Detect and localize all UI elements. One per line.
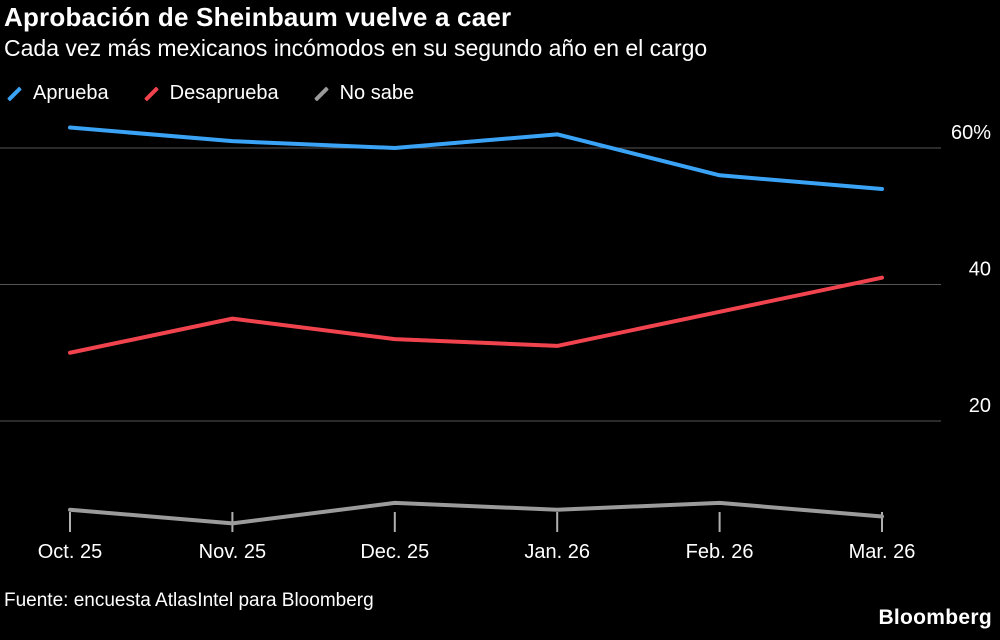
- x-axis-label: Feb. 26: [686, 541, 754, 563]
- chart-svg: 60% 40 20 Oct. 25 Nov. 25 Dec. 25 Jan. 26 Feb. …: [0, 122, 991, 563]
- desaprueba-line-marker-icon: [143, 86, 159, 101]
- series-line-aprueba: [68, 125, 884, 191]
- legend-label-desaprueba: Desaprueba: [169, 82, 279, 104]
- x-axis-label: Mar. 26: [849, 541, 916, 563]
- legend-label-aprueba: Aprueba: [33, 82, 109, 104]
- no-sabe-line-marker-icon: [313, 86, 329, 101]
- y-axis-label: 40: [969, 259, 991, 281]
- x-axis-label: Oct. 25: [38, 541, 102, 563]
- legend-item-desaprueba: Desaprueba: [143, 82, 279, 105]
- legend: Aprueba Desaprueba No sabe: [6, 82, 414, 105]
- y-axis-label: 60%: [951, 122, 991, 144]
- chart-subtitle: Cada vez más mexicanos incómodos en su s…: [4, 35, 708, 61]
- series-line-desaprueba: [68, 275, 884, 355]
- legend-label-no-sabe: No sabe: [339, 82, 415, 104]
- legend-item-no-sabe: No sabe: [313, 82, 415, 105]
- bloomberg-logo: Bloomberg: [878, 606, 992, 629]
- source-note: Fuente: encuesta AtlasIntel para Bloombe…: [4, 590, 374, 611]
- legend-item-aprueba: Aprueba: [6, 82, 109, 105]
- series-line-no-sabe: [68, 500, 884, 526]
- x-axis-label: Nov. 25: [199, 541, 266, 563]
- y-axis-label: 20: [969, 395, 991, 417]
- x-axis-label: Dec. 25: [360, 541, 429, 563]
- chart-title: Aprobación de Sheinbaum vuelve a caer: [4, 2, 512, 32]
- x-axis-label: Jan. 26: [524, 541, 590, 563]
- line-chart: 60% 40 20 Oct. 25 Nov. 25 Dec. 25 Jan. 26 Feb. …: [0, 108, 1000, 570]
- aprueba-line-marker-icon: [7, 86, 22, 101]
